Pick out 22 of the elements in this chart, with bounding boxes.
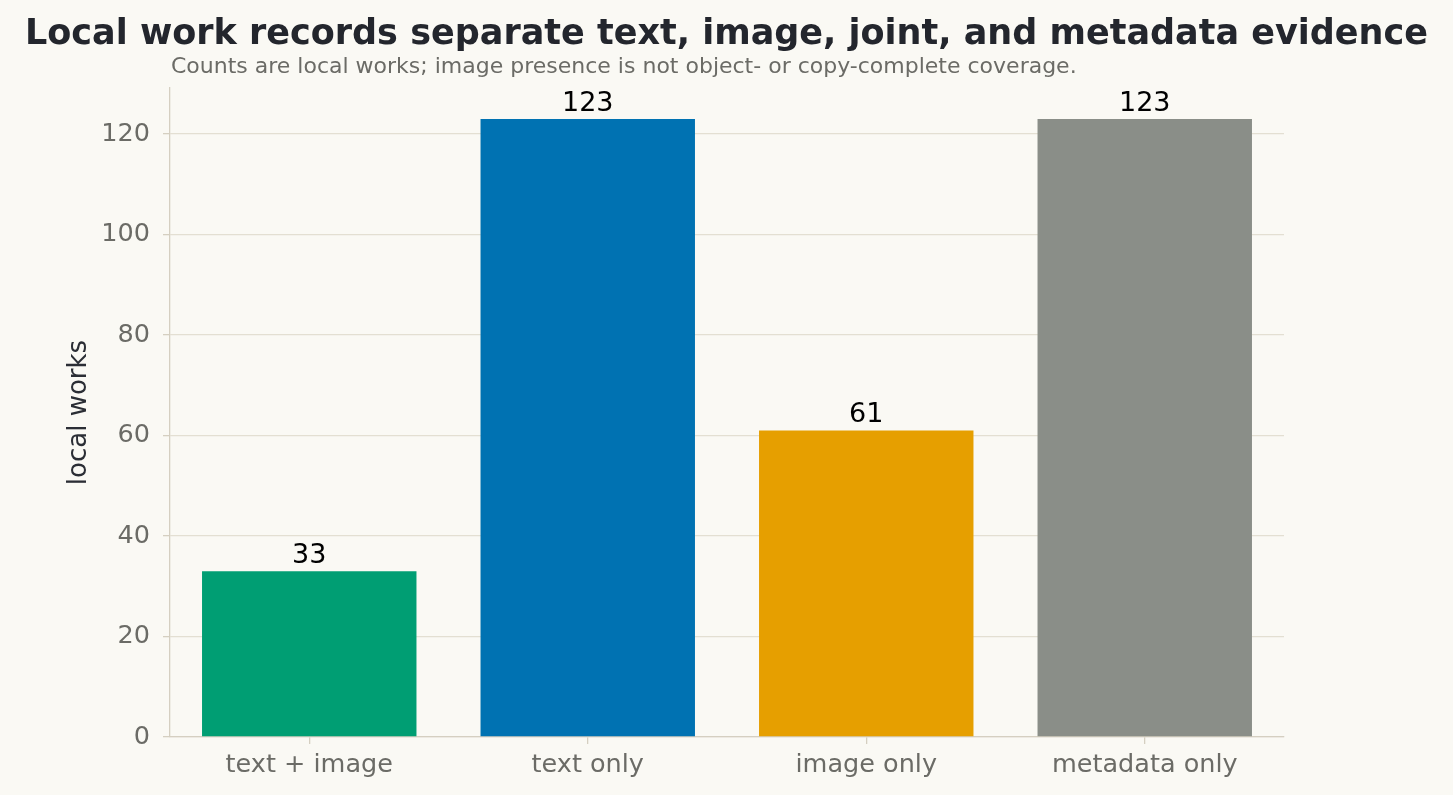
- data-label: 33: [292, 538, 327, 570]
- y-tick-label: 60: [117, 418, 150, 449]
- bar: [759, 430, 974, 737]
- bar: [480, 118, 695, 737]
- bar: [1037, 118, 1252, 737]
- y-tick-label: 120: [101, 116, 150, 147]
- chart-subtitle: Counts are local works; image presence is not object- or copy-complete coverage.: [171, 53, 1077, 79]
- y-tick-label: 80: [117, 317, 150, 348]
- x-tick-label: text + image: [225, 747, 393, 778]
- y-tick-label: 0: [133, 719, 150, 750]
- x-tick-label: metadata only: [1051, 747, 1238, 778]
- x-tick-label: text only: [531, 747, 644, 778]
- bar: [202, 571, 417, 737]
- y-tick-label: 20: [117, 619, 150, 650]
- chart-title: Local work records separate text, image, joint, and metadata evidence: [24, 12, 1429, 52]
- data-label: 123: [1118, 85, 1171, 117]
- data-label: 61: [849, 397, 884, 429]
- data-label: 123: [561, 85, 614, 117]
- y-axis-title: local works: [62, 339, 93, 486]
- x-tick-label: image only: [795, 747, 937, 778]
- y-tick-label: 100: [101, 217, 150, 248]
- y-tick-label: 40: [117, 518, 150, 549]
